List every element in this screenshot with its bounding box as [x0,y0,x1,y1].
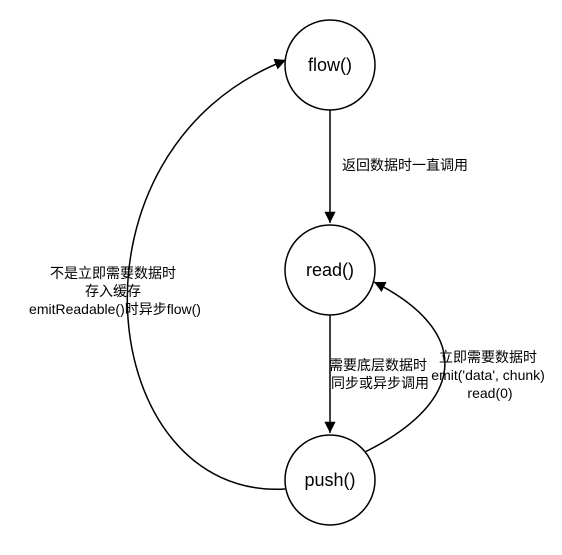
edge-label-read-to-push: 需要底层数据时 同步或异步调用 [329,357,431,391]
edge-label-push-to-read: 立即需要数据时 emit('data', chunk) read(0) [431,349,548,401]
node-label-flow: flow() [308,55,352,75]
node-push: push() [285,435,375,525]
edge-label-flow-to-read: 返回数据时一直调用 [342,157,468,173]
edge-label-push-to-flow: 不是立即需要数据时 存入缓存 emitReadable()时异步flow() [29,265,201,317]
node-label-read: read() [306,260,354,280]
node-read: read() [285,225,375,315]
node-flow: flow() [285,20,375,110]
node-label-push: push() [304,470,355,490]
